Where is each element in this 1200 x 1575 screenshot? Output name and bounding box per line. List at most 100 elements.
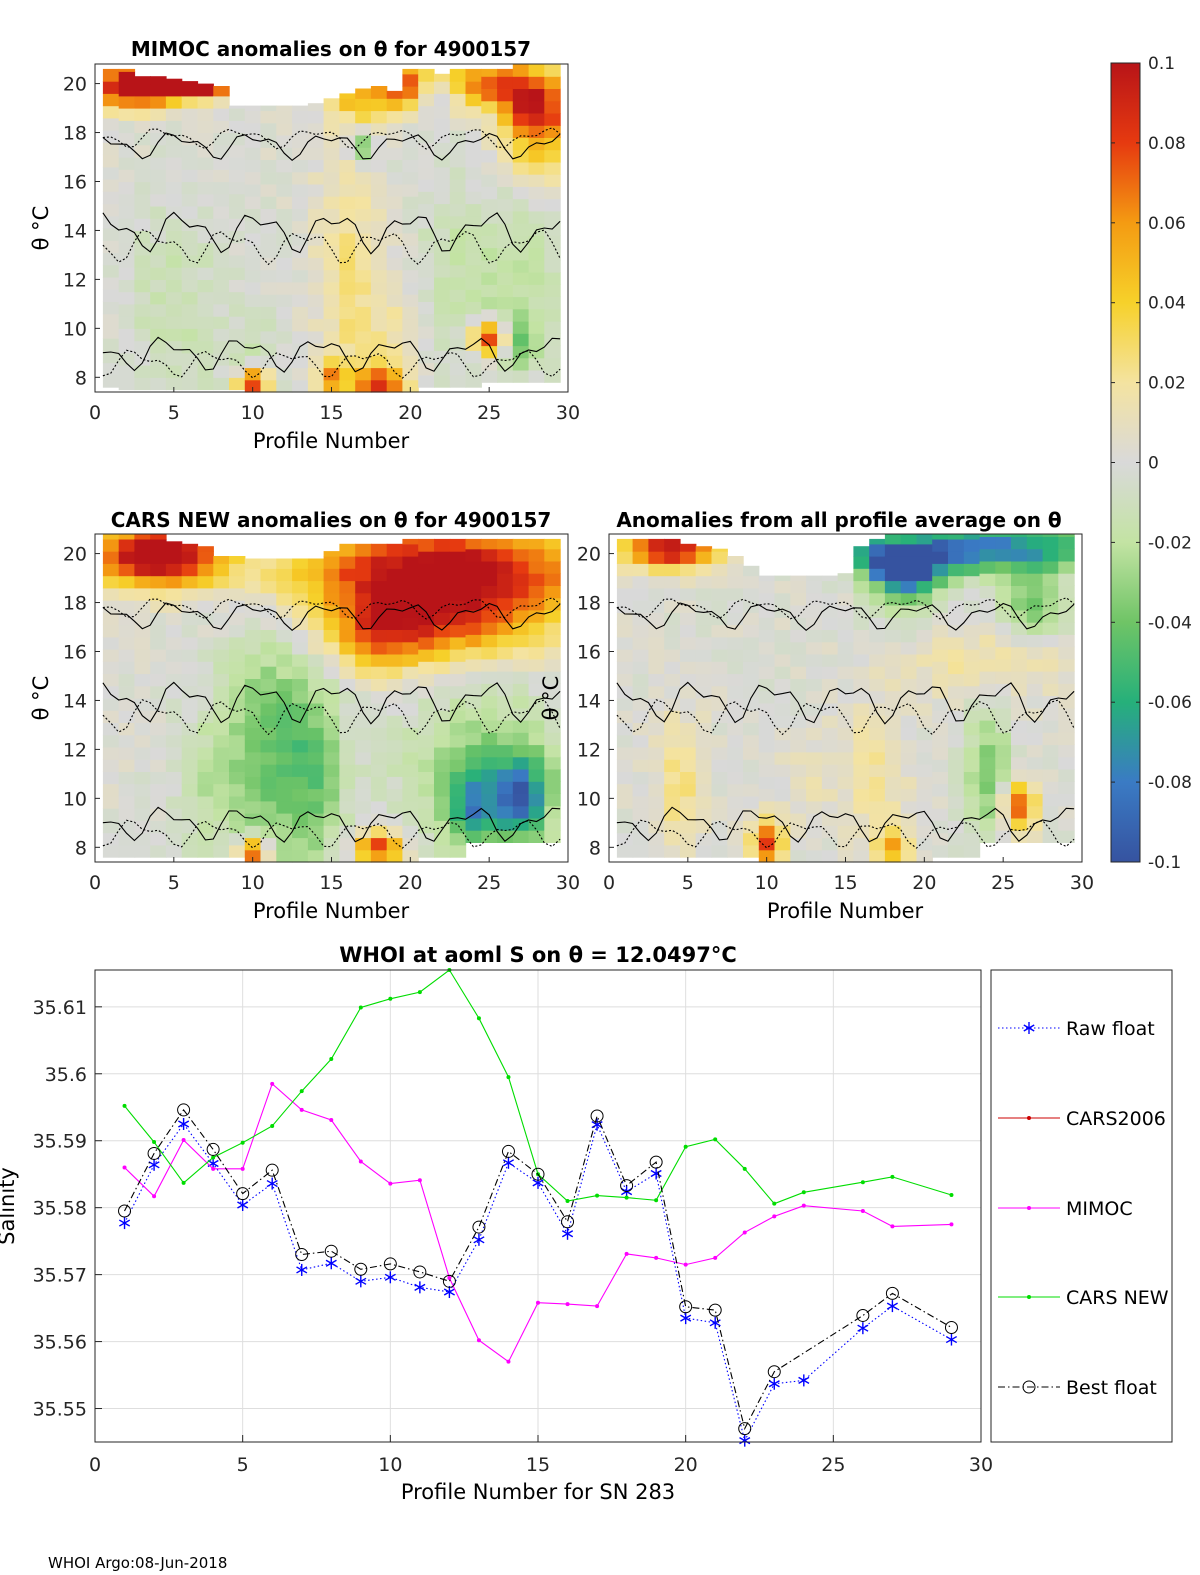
- mimoc-heatmap-cell: [229, 193, 246, 207]
- cars-heatmap-cell: [197, 563, 214, 577]
- mimoc-heatmap-cell: [260, 294, 277, 307]
- mimoc-heatmap-cell: [181, 291, 199, 305]
- average-heatmap-cell: [948, 783, 965, 797]
- average-heatmap-cell: [632, 808, 649, 821]
- mimoc-heatmap-cell: [260, 281, 277, 295]
- average-heatmap-cell: [758, 629, 776, 643]
- average-heatmap-cell: [806, 592, 823, 606]
- mimoc-heatmap-cell: [197, 193, 214, 207]
- average-heatmap-cell: [916, 580, 933, 594]
- line-x-tick-label: 5: [237, 1454, 249, 1476]
- cars-heatmap-cell: [197, 587, 214, 601]
- cars-heatmap-cell: [118, 759, 136, 772]
- mimoc-heatmap-cell: [323, 257, 340, 271]
- average-heatmap-cell: [790, 727, 807, 741]
- cars-heatmap-cell: [276, 592, 293, 606]
- average-heatmap-cell: [932, 673, 949, 687]
- cars-heatmap-cell: [512, 560, 530, 574]
- cars-heatmap-cell: [213, 649, 230, 662]
- average-heatmap-cell: [664, 600, 681, 613]
- mimoc-heatmap-cell: [307, 379, 325, 393]
- cars-heatmap-cell: [102, 661, 120, 675]
- cars-heatmap-cell: [402, 825, 419, 839]
- mimoc-heatmap-cell: [165, 365, 183, 378]
- cars-heatmap-cell: [307, 788, 325, 802]
- mimoc-heatmap-cell: [355, 110, 372, 124]
- mimoc-heatmap-cell: [497, 284, 514, 298]
- average-heatmap-cell: [884, 653, 902, 667]
- cars-heatmap-cell: [102, 575, 120, 589]
- average-heatmap-cell: [727, 795, 744, 809]
- mimoc-heatmap-cell: [339, 122, 356, 136]
- cars-heatmap-cell: [418, 673, 435, 687]
- cars-heatmap-cell: [244, 605, 262, 618]
- average-heatmap-cell: [979, 805, 996, 819]
- mimoc-heatmap-cell: [181, 83, 199, 97]
- average-heatmap-cell: [680, 543, 697, 552]
- cars-heatmap-cell: [528, 707, 545, 721]
- cars-heatmap-cell: [386, 825, 404, 839]
- mimoc-heatmap-cell: [134, 254, 151, 268]
- average-heatmap-cell: [680, 759, 697, 772]
- colorbar-tick-label: 0.1: [1148, 54, 1175, 74]
- mimoc-heatmap-cell: [229, 254, 246, 268]
- average-heatmap-cell: [995, 756, 1012, 770]
- legend-label: Best float: [1066, 1377, 1157, 1399]
- mimoc-heatmap-cell: [118, 68, 136, 72]
- best-float-marker: [590, 1109, 604, 1123]
- cars-heatmap-cell: [165, 685, 183, 699]
- colorbar-tick-label: 0: [1148, 454, 1159, 474]
- average-x-tick-label: 10: [755, 872, 779, 894]
- cars-heatmap-cell: [449, 747, 467, 760]
- cars-heatmap-cell: [323, 788, 340, 802]
- average-heatmap-cell: [884, 751, 902, 765]
- mimoc-heatmap-cell: [528, 186, 545, 200]
- cars-heatmap-cell: [339, 764, 356, 777]
- mimoc-heatmap-cell: [355, 122, 372, 136]
- mimoc-heatmap-cell: [418, 313, 435, 327]
- average-heatmap-cell: [743, 685, 760, 699]
- mimoc-heatmap-cell: [512, 370, 530, 383]
- cars-heatmap-cell: [323, 629, 340, 643]
- mimoc-heatmap-cell: [229, 242, 246, 256]
- mimoc-heatmap-cell: [229, 328, 246, 342]
- cars-heatmap-cell: [402, 617, 419, 630]
- legend-item-cars2006: CARS2006: [998, 1108, 1166, 1130]
- cars-heatmap-cell: [434, 808, 451, 821]
- mimoc-heatmap-cell: [449, 93, 467, 107]
- cars-heatmap-cell: [339, 629, 356, 643]
- average-heatmap-cell: [900, 690, 918, 704]
- mimoc-heatmap-cell: [181, 108, 199, 121]
- cars-heatmap-cell: [402, 666, 419, 679]
- average-heatmap-cell: [711, 575, 728, 589]
- mimoc-heatmap-cell: [449, 130, 467, 143]
- mimoc-heatmap-cell: [528, 272, 545, 285]
- cars-heatmap-cell: [418, 538, 435, 552]
- cars-heatmap-cell: [229, 808, 246, 821]
- mimoc-heatmap-cell: [323, 159, 340, 173]
- cars-heatmap-cell: [165, 541, 183, 552]
- mimoc-heatmap-cell: [449, 81, 467, 94]
- mimoc-heatmap-cell: [418, 81, 435, 94]
- cars-heatmap-cell: [418, 563, 435, 577]
- mimoc-heatmap-cell: [402, 220, 419, 234]
- cars-heatmap-cell: [260, 558, 277, 569]
- cars-heatmap-cell: [292, 605, 309, 618]
- cars-heatmap-cell: [528, 671, 545, 684]
- mimoc-heatmap-cell: [260, 343, 277, 356]
- mimoc-heatmap-cell: [370, 269, 388, 283]
- cars-heatmap-cell: [386, 764, 404, 777]
- average-heatmap-cell: [711, 783, 728, 797]
- average-heatmap-cell: [774, 641, 791, 655]
- average-heatmap-cell: [695, 747, 713, 760]
- cars-x-label: Profile Number: [253, 899, 410, 923]
- average-heatmap-cell: [743, 636, 760, 650]
- mimoc-heatmap-cell: [260, 306, 277, 320]
- cars-heatmap-cell: [118, 624, 136, 638]
- cars-heatmap-cell: [465, 695, 482, 709]
- cars-heatmap-cell: [465, 548, 482, 562]
- cars-heatmap-cell: [292, 690, 309, 704]
- cars-heatmap-cell: [370, 776, 388, 790]
- legend-label: Raw float: [1066, 1018, 1155, 1040]
